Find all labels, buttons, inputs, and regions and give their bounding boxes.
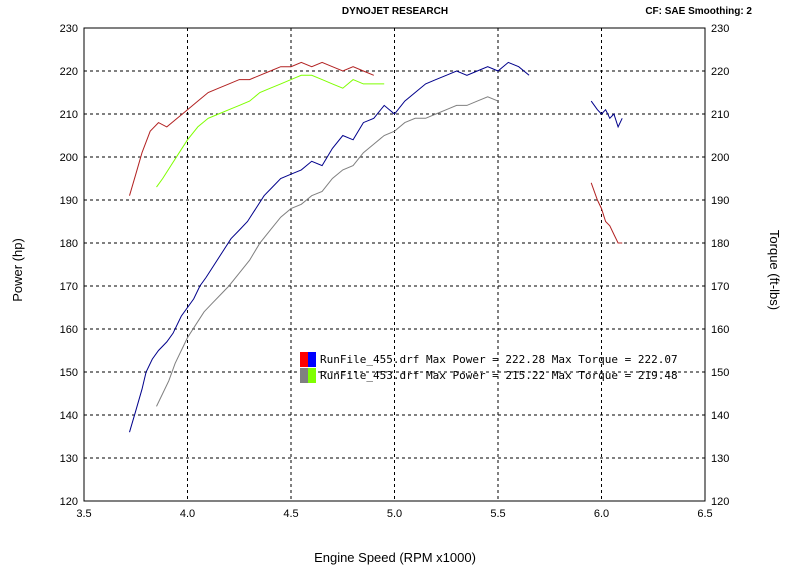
y-tick-label-left: 130 [60,453,78,465]
y-tick-label-right: 200 [711,152,729,164]
y-tick-label-right: 230 [711,23,729,35]
y-tick-label-left: 210 [60,109,78,121]
y-tick-label-right: 220 [711,66,729,78]
series-group [129,61,623,433]
y-tick-label-left: 170 [60,281,78,293]
legend-entry-453: RunFile_453.drf Max Power = 215.22 Max T… [320,369,678,382]
x-tick-label: 6.5 [697,508,712,520]
legend-entry-455: RunFile_455.drf Max Power = 222.28 Max T… [320,353,678,366]
y-tick-label-right: 140 [711,410,729,422]
legend: RunFile_455.drf Max Power = 222.28 Max T… [300,352,678,383]
y-tick-label-left: 150 [60,367,78,379]
legend-swatch-453-left [300,368,308,383]
series-line-0-1 [590,100,623,129]
y-tick-label-left: 230 [60,23,78,35]
y-tick-label-left: 190 [60,195,78,207]
series-line-2-0 [156,96,499,407]
x-axis-ticks: 3.5 4.0 4.5 5.0 5.5 6.0 6.5 [76,508,712,520]
x-tick-label: 3.5 [76,508,91,520]
x-tick-label: 4.5 [283,508,298,520]
y-axis-left-ticks: 120 130 140 150 160 170 180 190 200 210 220 230 [60,23,78,508]
y-tick-label-left: 220 [60,66,78,78]
y-tick-label-right: 120 [711,496,729,508]
x-tick-label: 5.5 [490,508,505,520]
y-axis-label-right: Torque (ft-lbs) [767,230,782,310]
x-tick-label: 5.0 [387,508,402,520]
y-tick-label-left: 180 [60,238,78,250]
y-tick-label-right: 130 [711,453,729,465]
chart-title: DYNOJET RESEARCH [342,6,448,17]
series-line-1-0 [129,61,374,196]
legend-swatch-455-left [300,352,308,367]
y-tick-label-right: 160 [711,324,729,336]
y-tick-label-right: 190 [711,195,729,207]
y-tick-label-left: 140 [60,410,78,422]
y-tick-label-right: 180 [711,238,729,250]
x-tick-label: 6.0 [594,508,609,520]
legend-swatch-453-right [308,368,316,383]
chart-info: CF: SAE Smoothing: 2 [645,6,752,17]
y-tick-label-right: 210 [711,109,729,121]
y-tick-label-right: 170 [711,281,729,293]
series-line-0-0 [129,61,530,433]
x-tick-label: 4.0 [180,508,195,520]
legend-swatch-455-right [308,352,316,367]
y-axis-label-left: Power (hp) [10,238,25,302]
series-line-1-1 [590,182,623,244]
y-tick-label-left: 200 [60,152,78,164]
y-tick-label-right: 150 [711,367,729,379]
x-axis-label: Engine Speed (RPM x1000) [314,550,476,565]
y-tick-label-left: 160 [60,324,78,336]
y-axis-right-ticks: 120 130 140 150 160 170 180 190 200 210 220 230 [711,23,729,508]
y-tick-label-left: 120 [60,496,78,508]
series-line-3-0 [156,74,385,188]
